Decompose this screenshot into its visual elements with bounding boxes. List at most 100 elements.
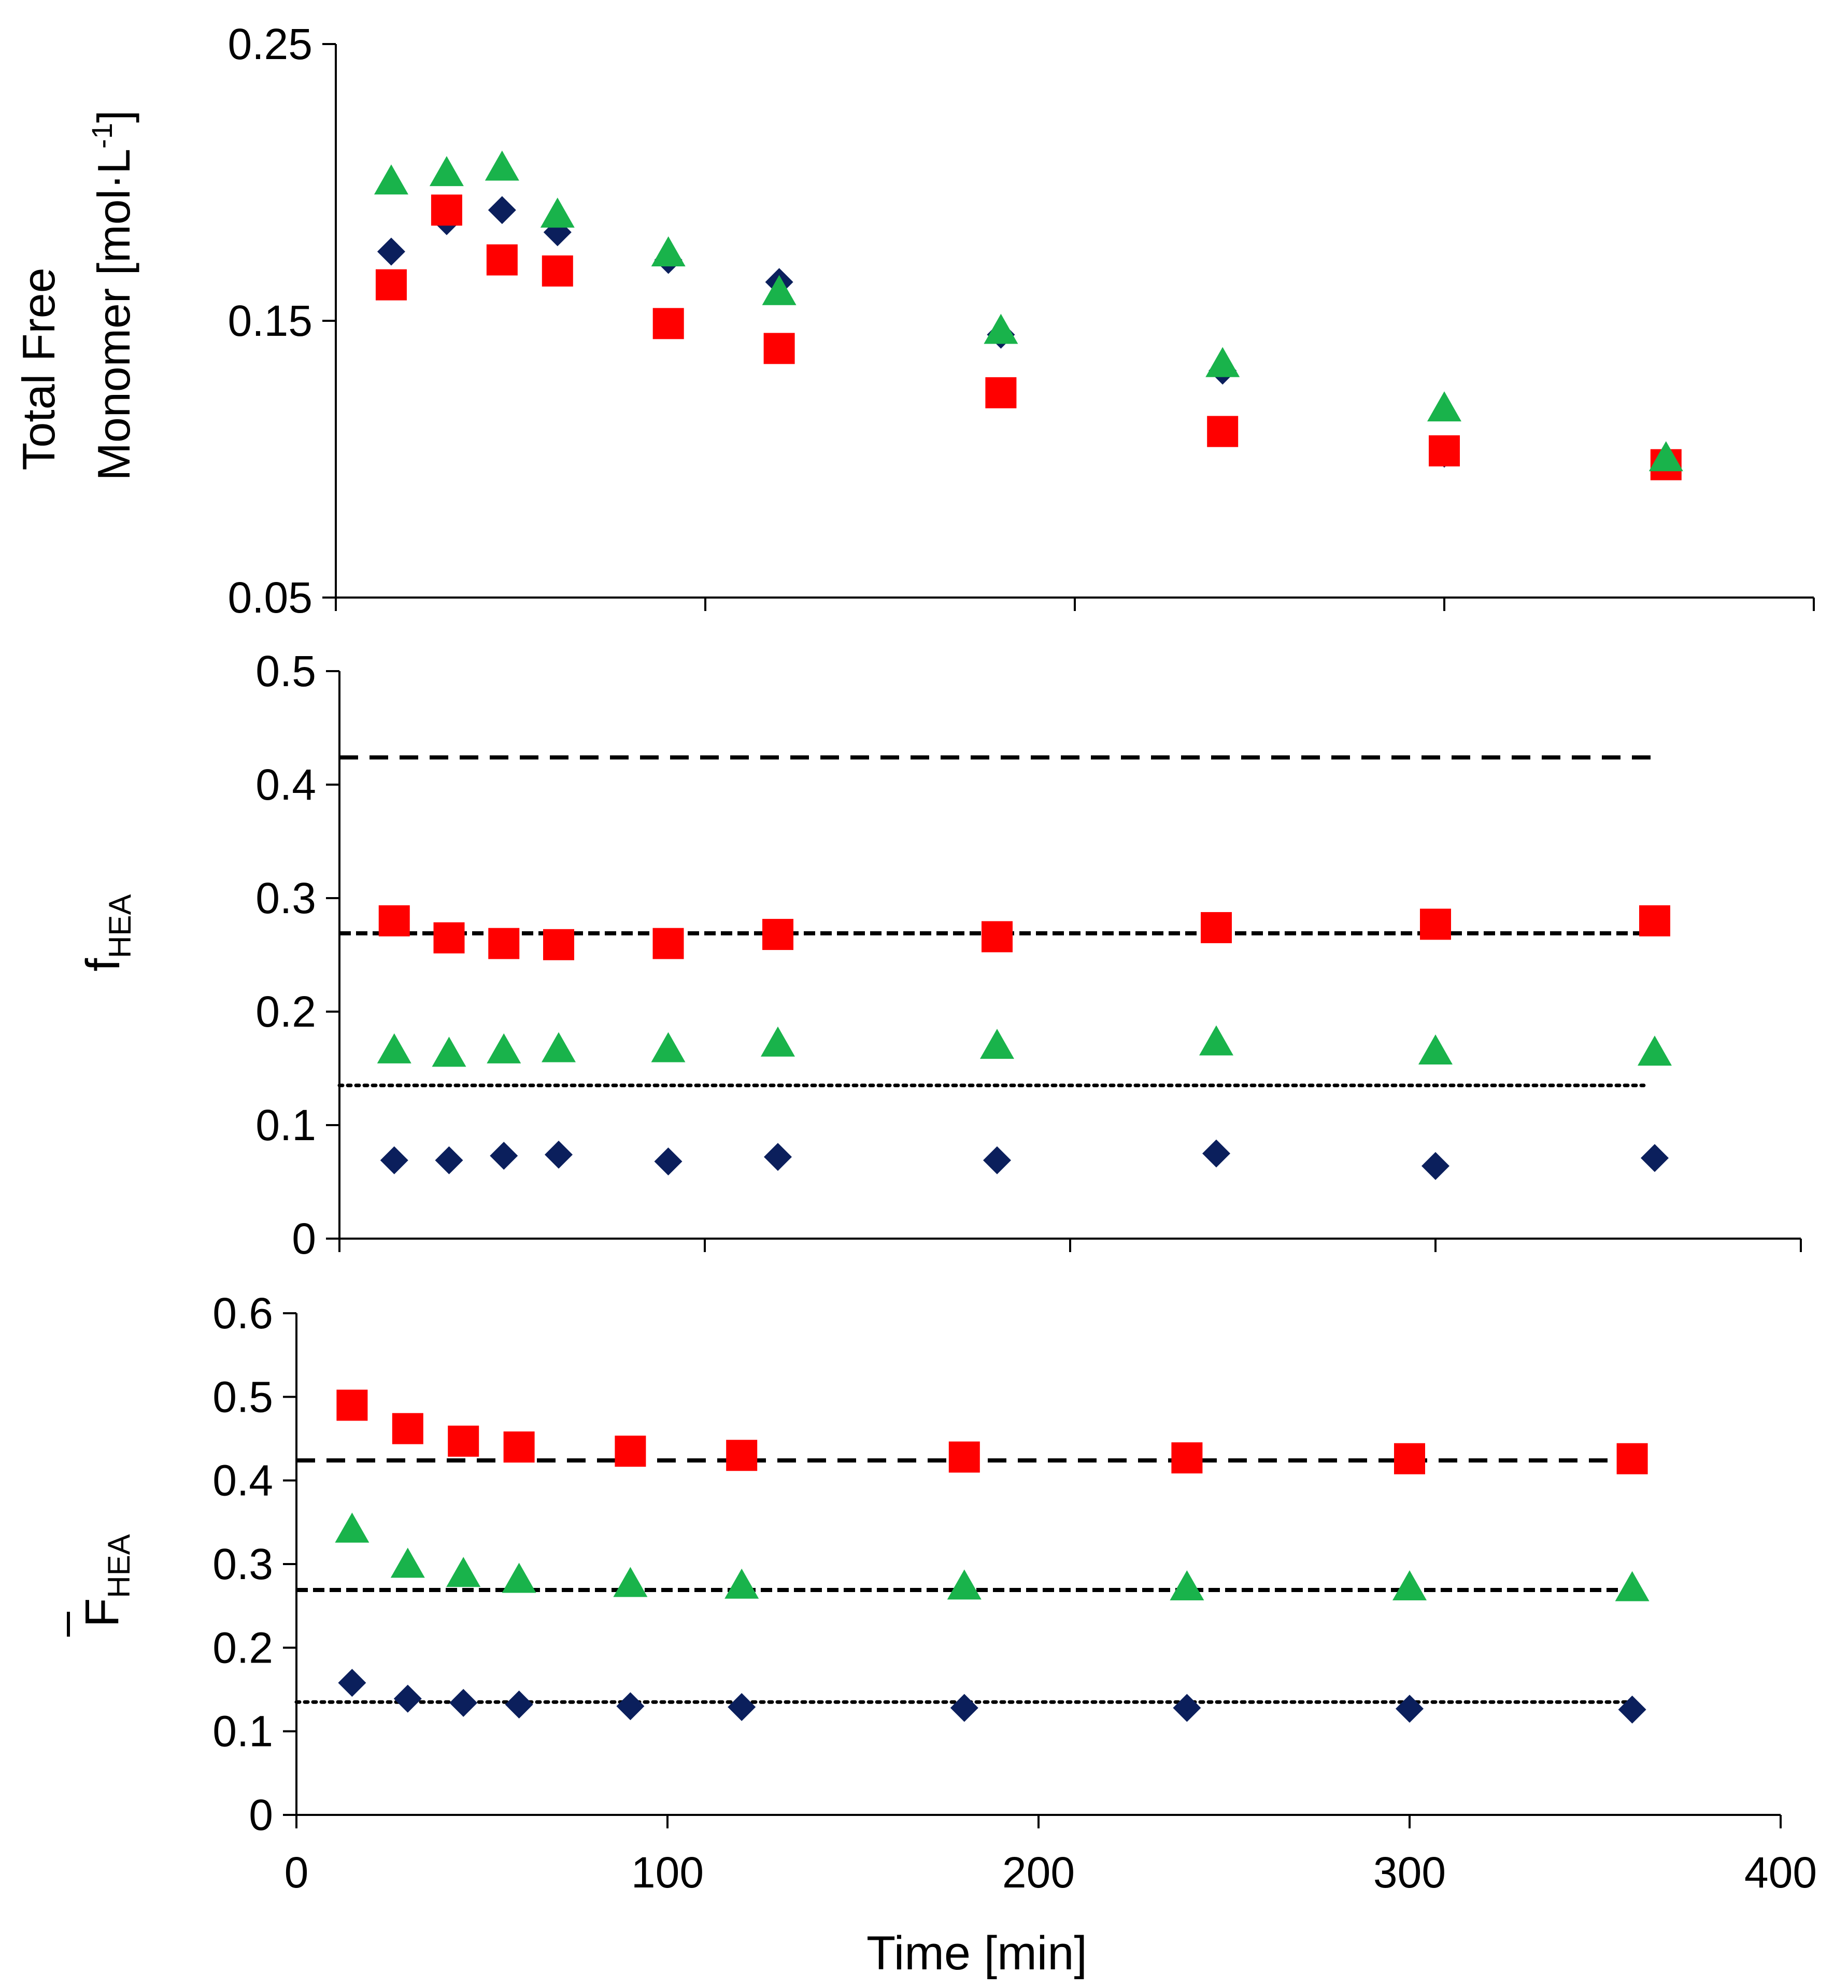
- square-marker: [486, 244, 518, 276]
- square-marker: [336, 1389, 368, 1421]
- square-marker: [375, 269, 407, 301]
- y-axis-title-exponent: -1: [86, 123, 118, 149]
- triangle-marker: [651, 1032, 686, 1062]
- diamond-marker: [435, 1146, 463, 1174]
- y-tick-label: 0.5: [255, 647, 316, 695]
- triangle-marker: [1199, 1025, 1233, 1056]
- diamond-marker: [1421, 1152, 1449, 1180]
- square-marker: [392, 1413, 423, 1444]
- square-marker: [431, 194, 462, 226]
- triangle-marker: [335, 1512, 369, 1543]
- square-marker: [1639, 905, 1670, 936]
- square-marker: [433, 922, 465, 954]
- y-tick-label: 0.3: [255, 874, 316, 922]
- diamond-marker: [380, 1146, 408, 1174]
- triangle-marker: [487, 1033, 521, 1063]
- y-tick-label: 0.1: [212, 1707, 273, 1756]
- diamond-marker: [1202, 1139, 1230, 1168]
- x-tick-label: 0: [285, 1848, 309, 1897]
- square-marker: [1171, 1442, 1203, 1474]
- triangle-marker: [1638, 1035, 1672, 1066]
- triangle-marker: [485, 150, 519, 181]
- triangle-marker: [1392, 1570, 1427, 1600]
- diamond-marker: [983, 1146, 1011, 1174]
- diamond-marker: [728, 1693, 756, 1721]
- square-marker: [763, 333, 795, 364]
- diamond-marker: [616, 1692, 645, 1721]
- diamond-marker: [393, 1684, 422, 1713]
- y-axis-title-line2: Monomer [mol·L-1]: [86, 110, 139, 481]
- triangle-marker: [1170, 1570, 1204, 1600]
- y-axis-title-line1: Total Free: [13, 267, 64, 470]
- triangle-marker: [947, 1569, 982, 1600]
- y-tick-label: 0: [292, 1214, 316, 1263]
- y-axis-title-subscript: HEA: [102, 1534, 136, 1598]
- square-marker: [762, 919, 793, 950]
- triangle-marker: [980, 1029, 1014, 1059]
- triangle-marker: [1648, 441, 1683, 472]
- bottom-panel: 0 0.1 0.2 0.3 0.4 0.5 0.6 0 100 200 300 400 FHEA Time…: [67, 1289, 1817, 1980]
- square-marker: [982, 921, 1013, 953]
- square-marker: [378, 905, 410, 936]
- y-tick-label: 0.15: [228, 296, 313, 345]
- triangle-marker: [429, 156, 464, 187]
- triangle-marker: [374, 164, 408, 195]
- square-marker: [652, 928, 684, 959]
- triangle-marker: [1427, 391, 1461, 422]
- y-axis-title: FHEA: [76, 1534, 136, 1627]
- triangle-marker: [502, 1563, 536, 1593]
- y-tick-label: 0.3: [212, 1540, 273, 1588]
- x-tick-label: 300: [1373, 1848, 1446, 1897]
- square-marker: [1207, 416, 1239, 447]
- triangle-marker: [446, 1557, 481, 1587]
- square-marker: [488, 928, 520, 959]
- y-axis-title-unit: Monomer [mol·L: [88, 149, 139, 481]
- triangle-marker: [761, 1026, 795, 1057]
- diamond-marker: [505, 1691, 533, 1719]
- y-tick-label: 0: [249, 1791, 273, 1839]
- square-marker: [1429, 435, 1460, 466]
- diamond-marker: [1396, 1695, 1424, 1723]
- triangle-marker: [540, 197, 575, 228]
- triangle-marker: [724, 1568, 759, 1599]
- top-panel: 0.05 0.15 0.25 Total Free Monomer [mol·L-1]: [13, 20, 1815, 622]
- triangle-marker: [651, 236, 686, 267]
- diamond-marker: [490, 1142, 518, 1170]
- diamond-marker: [1641, 1144, 1669, 1172]
- y-axis-title-main: f: [77, 958, 130, 971]
- x-tick-label: 100: [631, 1848, 704, 1897]
- triangle-marker: [984, 314, 1018, 344]
- triangle-marker: [762, 275, 797, 305]
- diamond-marker: [654, 1147, 683, 1176]
- y-axis-title: fHEA: [77, 894, 137, 972]
- square-marker: [1201, 912, 1232, 943]
- diamond-marker: [449, 1688, 478, 1717]
- middle-panel: 0 0.1 0.2 0.3 0.4 0.5 fHEA: [77, 647, 1802, 1263]
- square-marker: [985, 377, 1017, 408]
- y-axis-title-bracket: ]: [88, 110, 139, 123]
- x-axis-title: Time [min]: [866, 1927, 1087, 1980]
- y-tick-label: 0.4: [212, 1456, 273, 1505]
- square-marker: [448, 1425, 479, 1457]
- triangle-marker: [1418, 1034, 1453, 1065]
- diamond-marker: [338, 1669, 366, 1697]
- x-tick-label: 400: [1744, 1848, 1817, 1897]
- square-marker: [948, 1441, 980, 1473]
- triangle-marker: [377, 1033, 411, 1063]
- square-marker: [503, 1431, 535, 1463]
- square-marker: [1616, 1443, 1648, 1474]
- y-tick-label: 0.2: [212, 1623, 273, 1672]
- diamond-marker: [488, 196, 516, 224]
- triangle-marker: [1205, 347, 1240, 377]
- square-marker: [726, 1440, 758, 1471]
- square-marker: [652, 308, 684, 339]
- triangle-marker: [1615, 1571, 1650, 1601]
- square-marker: [1420, 908, 1451, 940]
- square-marker: [1394, 1443, 1425, 1474]
- square-marker: [543, 929, 574, 960]
- x-tick-label: 200: [1002, 1848, 1075, 1897]
- y-tick-label: 0.5: [212, 1372, 273, 1421]
- y-axis-title-subscript: HEA: [103, 894, 137, 958]
- diamond-marker: [764, 1143, 792, 1171]
